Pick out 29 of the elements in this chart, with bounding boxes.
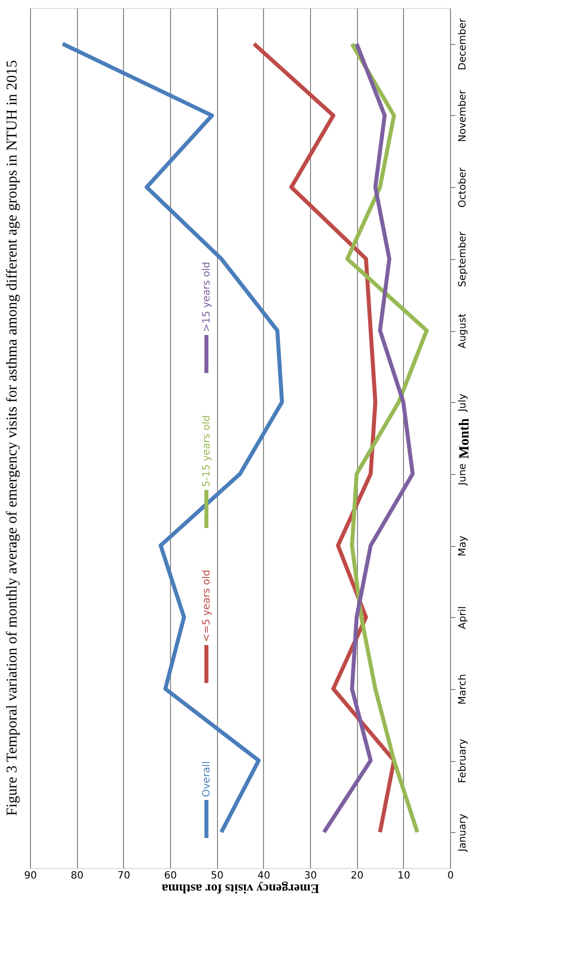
text: 5-15 years old (201, 415, 212, 487)
x-tick-label: 20 (350, 870, 364, 882)
y-tick-label: May (458, 536, 468, 556)
y-tick-label: December (458, 18, 468, 70)
y-tick-label: June (458, 463, 468, 486)
y-tick-label: November (458, 89, 468, 142)
text: <=5 years old (201, 570, 212, 642)
y-tick-label: August (458, 313, 468, 348)
x-tick-label: 70 (117, 870, 130, 882)
text: Figure 3 Temporal variation of monthly average of emergency visits for asthma among different age groups in NTUH in 2015 (4, 60, 21, 816)
y-tick-label: March (458, 674, 468, 705)
x-tick-label: 60 (164, 870, 177, 882)
text: >15 years old (201, 262, 212, 332)
x-tick-label: 30 (304, 870, 317, 882)
x-tick-label: 10 (397, 870, 410, 882)
x-tick-label: 90 (24, 870, 37, 882)
x-tick-label: 0 (447, 870, 454, 882)
y-tick-label: July (458, 394, 468, 413)
x-tick-label: 50 (210, 870, 224, 882)
text: Overall (201, 761, 212, 797)
x-axis-title: Emergency visits for asthma (161, 882, 320, 896)
y-tick-label: September (458, 230, 468, 287)
x-tick-label: 40 (257, 870, 270, 882)
y-axis-title: Month (458, 418, 472, 459)
y-tick-label: April (458, 606, 468, 630)
y-tick-label: October (458, 166, 468, 208)
y-tick-label: February (458, 738, 468, 784)
y-tick-label: January (458, 814, 468, 853)
x-tick-label: 80 (70, 870, 84, 882)
